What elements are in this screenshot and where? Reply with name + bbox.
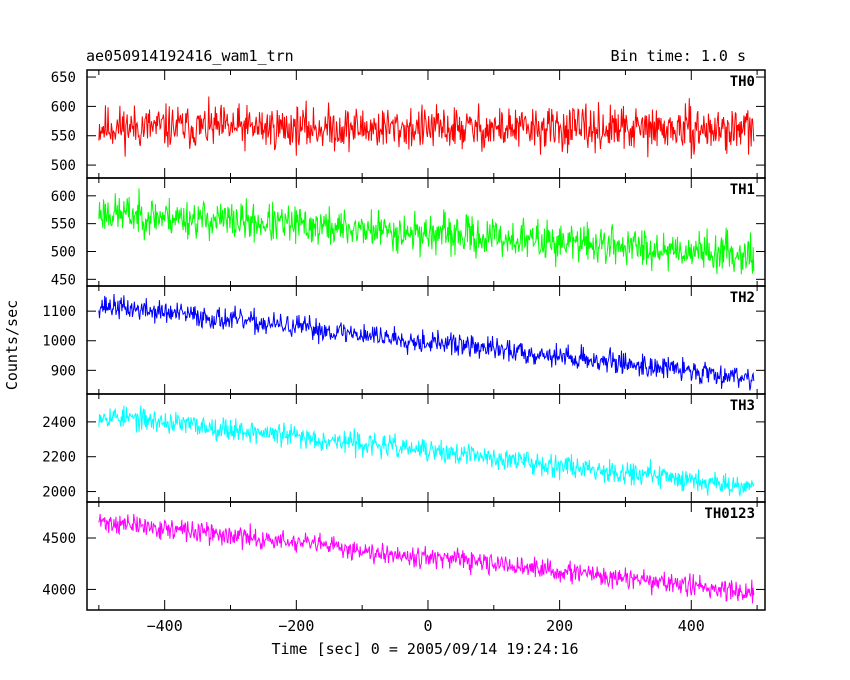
y-tick-label: 4000 [42, 582, 76, 598]
panel-label: TH0123 [704, 506, 755, 522]
y-tick-label: 550 [51, 217, 76, 233]
y-axis-label: Counts/sec [3, 300, 21, 390]
panel-th0: 500 550 600 650 TH0 [51, 69, 766, 179]
y-tick-label: 450 [51, 272, 76, 288]
chart-title: ae050914192416_wam1_trn [86, 47, 294, 65]
panel-th3: 2000 2200 2400 TH3 [42, 393, 766, 503]
y-tick-label: 500 [51, 158, 76, 174]
panel-label: TH3 [730, 398, 755, 414]
x-tick-label: 0 [423, 617, 432, 635]
panel-th1: 450 500 550 600 TH1 [51, 177, 766, 288]
y-tick-label: 600 [51, 99, 76, 115]
panel-th2: 900 1000 1100 TH2 [42, 285, 766, 395]
panels: 500 550 600 650 TH0 450 500 550 600 TH1 900 1000 110… [42, 69, 766, 611]
y-tick-label: 600 [51, 189, 76, 205]
x-tick-label: 400 [678, 617, 705, 635]
series-line-th0123 [98, 513, 755, 604]
x-axis-label: Time [sec] 0 = 2005/09/14 19:24:16 [271, 640, 578, 658]
y-tick-label: 4500 [42, 531, 76, 547]
series-line-th0 [98, 96, 755, 159]
x-tick-label: −400 [147, 617, 183, 635]
y-tick-label: 1000 [42, 334, 76, 350]
x-tick-label: 200 [546, 617, 573, 635]
panel-label: TH0 [730, 74, 755, 90]
y-tick-label: 2000 [42, 485, 76, 501]
x-axis: −400 −200 0 200 400 [147, 617, 705, 635]
panel-th0123: 4000 4500 TH0123 [42, 501, 766, 611]
y-tick-label: 550 [51, 129, 76, 145]
panel-label: TH2 [730, 290, 755, 306]
series-line-th1 [98, 188, 755, 275]
y-tick-label: 2400 [42, 415, 76, 431]
bin-time-label: Bin time: 1.0 s [611, 47, 746, 65]
panel-label: TH1 [730, 182, 755, 198]
series-line-th3 [98, 405, 755, 498]
y-tick-label: 500 [51, 244, 76, 260]
y-tick-label: 2200 [42, 450, 76, 466]
panel-frame [86, 501, 766, 611]
y-tick-label: 900 [51, 363, 76, 379]
series-line-th2 [98, 294, 755, 391]
y-tick-label: 1100 [42, 304, 76, 320]
y-tick-label: 650 [51, 70, 76, 86]
x-tick-label: −200 [278, 617, 314, 635]
